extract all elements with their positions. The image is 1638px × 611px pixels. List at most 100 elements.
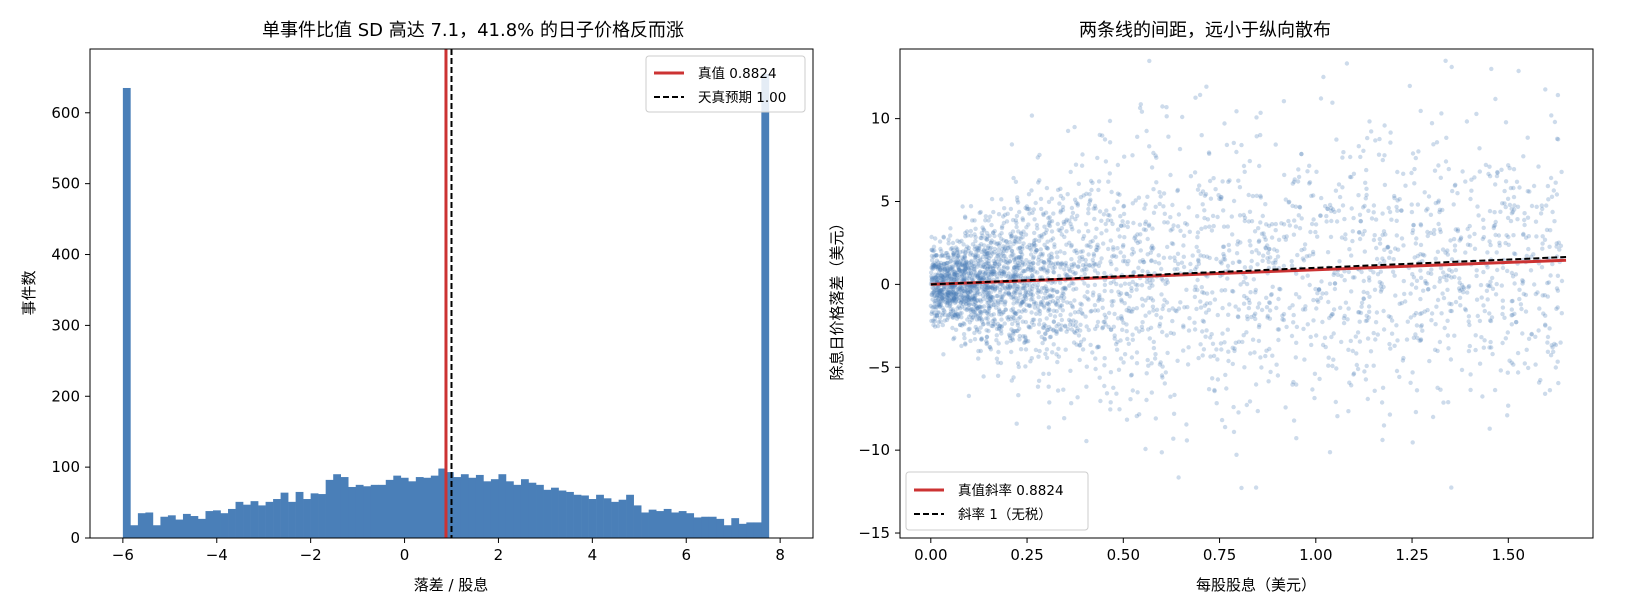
scatter-point — [1018, 301, 1023, 307]
scatter-point — [1509, 313, 1514, 318]
scatter-point — [1062, 234, 1067, 240]
scatter-point — [1294, 324, 1300, 330]
scatter-point — [1056, 273, 1062, 279]
scatter-point — [1253, 290, 1258, 295]
scatter-point — [1455, 191, 1460, 196]
scatter-point — [1004, 256, 1009, 262]
scatter-point — [1014, 284, 1020, 289]
scatter-point — [1361, 296, 1366, 301]
scatter-point — [1115, 339, 1120, 345]
scatter-point — [1358, 154, 1363, 160]
scatter-point — [1017, 254, 1023, 260]
scatter-point — [1067, 218, 1072, 223]
scatter-point — [1024, 204, 1030, 209]
histogram-bar — [513, 484, 522, 538]
scatter-point — [1134, 350, 1140, 355]
scatter-point — [1013, 179, 1019, 184]
scatter-point — [1354, 351, 1359, 356]
scatter-point — [976, 356, 981, 361]
scatter-point — [1307, 253, 1312, 258]
scatter-point — [983, 251, 988, 257]
scatter-point — [1058, 210, 1063, 215]
scatter-point — [960, 262, 965, 268]
histogram-bar — [536, 484, 544, 538]
scatter-point — [1252, 229, 1258, 234]
scatter-point — [1325, 250, 1331, 255]
scatter-point — [954, 291, 960, 296]
scatter-point — [1047, 219, 1053, 224]
scatter-point — [962, 295, 967, 301]
scatter-point — [1511, 194, 1517, 200]
scatter-point — [1036, 238, 1042, 243]
scatter-point — [1248, 351, 1253, 356]
scatter-point — [1012, 257, 1017, 263]
scatter-point — [1377, 241, 1383, 246]
scatter-point — [1001, 264, 1007, 269]
scatter-point — [1057, 201, 1062, 206]
scatter-point — [1367, 278, 1372, 283]
scatter-point — [952, 290, 957, 296]
scatter-point — [1006, 291, 1011, 297]
scatter-point — [1459, 367, 1465, 373]
scatter-point — [998, 269, 1004, 274]
scatter-point — [1537, 306, 1542, 311]
scatter-point — [989, 222, 994, 228]
scatter-point — [1065, 326, 1071, 332]
scatter-point — [1199, 226, 1204, 231]
scatter-point — [1273, 221, 1279, 227]
scatter-point — [956, 253, 961, 259]
scatter-point — [1075, 395, 1080, 400]
scatter-point — [1264, 295, 1269, 300]
scatter-point — [1023, 232, 1029, 237]
scatter-point — [997, 324, 1003, 329]
scatter-point — [1543, 323, 1548, 328]
scatter-point — [1212, 297, 1218, 302]
scatter-point — [936, 260, 941, 265]
scatter-point — [1121, 211, 1127, 217]
scatter-point — [1491, 225, 1497, 231]
scatter-point — [1149, 296, 1154, 301]
scatter-point — [1158, 360, 1163, 365]
scatter-point — [968, 289, 973, 294]
scatter-point — [945, 299, 950, 305]
histogram-bar — [566, 491, 574, 538]
scatter-point — [1351, 371, 1357, 376]
scatter-point — [1013, 218, 1019, 223]
scatter-point — [1029, 247, 1034, 252]
scatter-point — [1055, 260, 1061, 266]
scatter-point — [993, 261, 998, 266]
scatter-point — [1358, 310, 1364, 316]
scatter-point — [1297, 205, 1303, 210]
scatter-point — [1528, 268, 1534, 273]
scatter-point — [1227, 248, 1232, 253]
scatter-point — [1513, 320, 1519, 325]
scatter-point — [1220, 179, 1225, 184]
scatter-point — [1121, 254, 1127, 259]
scatter-point — [1212, 388, 1217, 394]
scatter-point — [1091, 253, 1097, 258]
scatter-point — [1225, 276, 1230, 281]
scatter-point — [1175, 261, 1181, 267]
scatter-point — [1184, 287, 1189, 292]
scatter-point — [1224, 386, 1229, 391]
scatter-point — [952, 296, 957, 301]
scatter-point — [963, 251, 968, 256]
scatter-point — [998, 328, 1004, 333]
scatter-point — [1102, 383, 1107, 389]
scatter-point — [1102, 270, 1107, 276]
scatter-point — [1010, 272, 1016, 277]
scatter-point — [1422, 309, 1427, 314]
scatter-point — [1171, 223, 1176, 228]
scatter-point — [1435, 385, 1440, 390]
scatter-point — [1016, 309, 1021, 314]
scatter-point — [1244, 330, 1249, 335]
scatter-point — [1241, 301, 1247, 306]
scatter-point — [1505, 196, 1511, 201]
scatter-point — [1525, 135, 1530, 140]
scatter-point — [982, 290, 987, 295]
scatter-point — [936, 296, 941, 301]
scatter-point — [1111, 324, 1117, 329]
scatter-point — [940, 295, 945, 301]
scatter-point — [996, 243, 1002, 248]
scatter-point — [1307, 181, 1312, 186]
